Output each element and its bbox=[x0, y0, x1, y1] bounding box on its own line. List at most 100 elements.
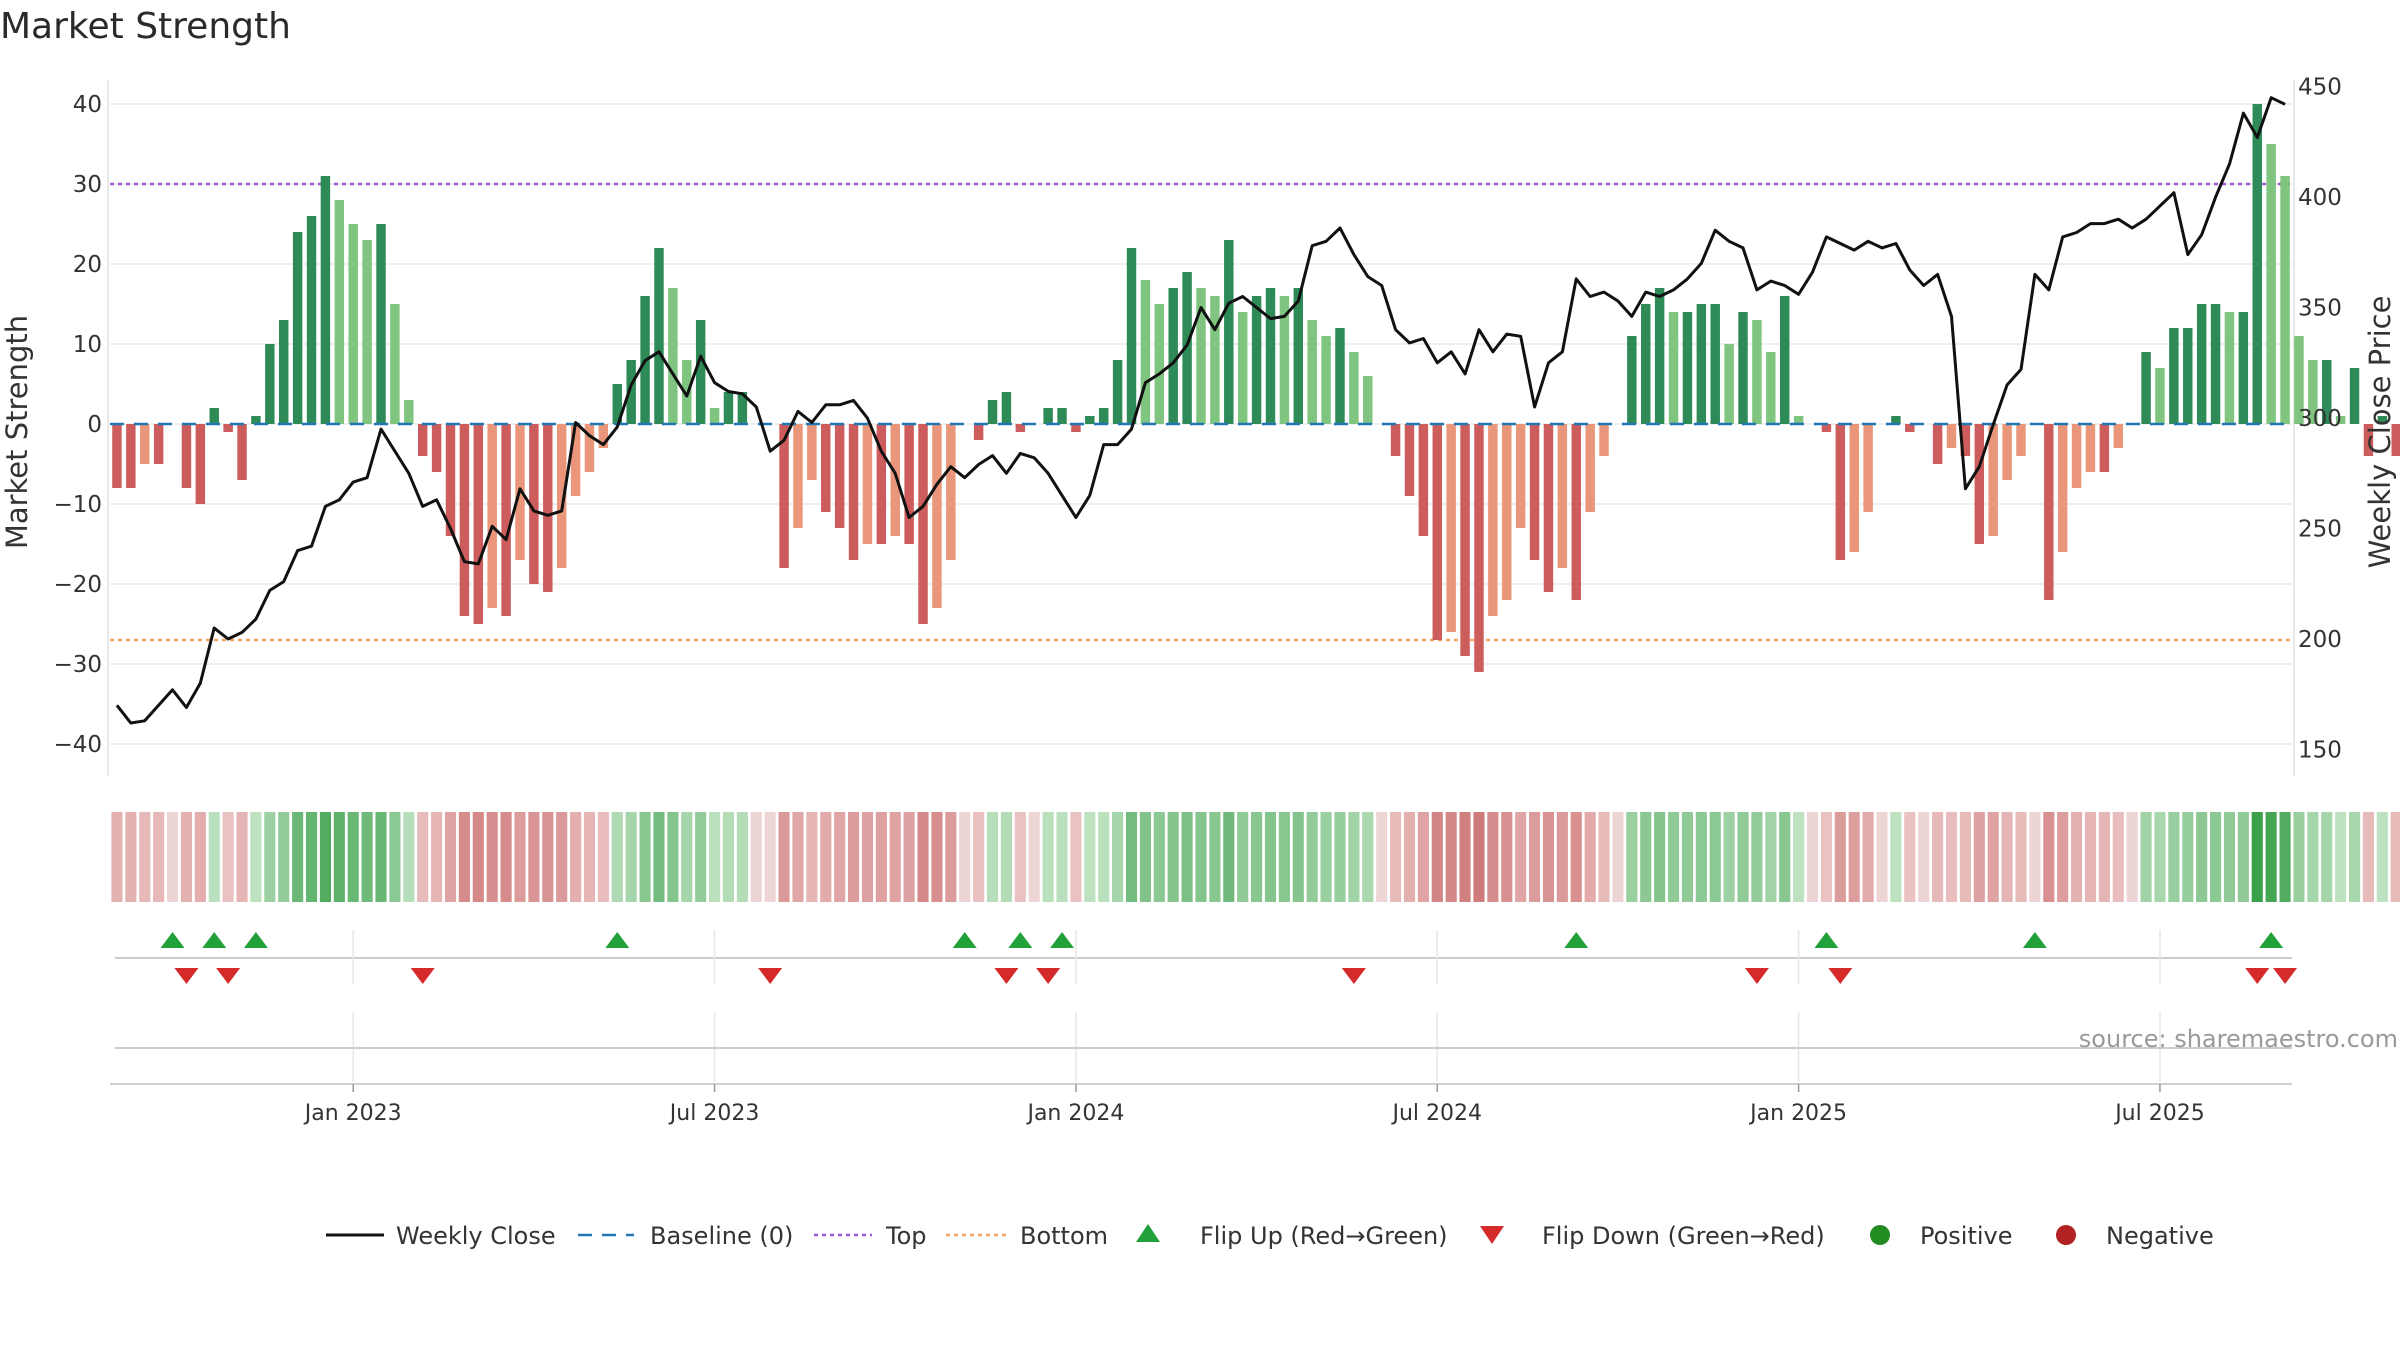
flip-up-marker bbox=[2259, 932, 2284, 948]
strength-bar bbox=[1529, 424, 1540, 560]
strength-bar bbox=[2377, 416, 2388, 424]
strength-heat-strip bbox=[111, 812, 2400, 902]
strength-bar bbox=[987, 400, 998, 424]
strength-bar bbox=[1627, 336, 1637, 424]
strength-bar bbox=[2266, 144, 2276, 424]
heat-cell bbox=[417, 812, 429, 902]
heat-cell bbox=[1751, 812, 1763, 902]
flip-up-marker bbox=[243, 932, 268, 948]
left-tick-label: 0 bbox=[87, 412, 102, 438]
legend-flip-down: Flip Down (Green→Red) bbox=[1542, 1222, 1825, 1250]
legend-negative-icon bbox=[2056, 1225, 2076, 1245]
strength-bar bbox=[1057, 408, 1067, 424]
date-tick-label: Jan 2024 bbox=[1025, 1101, 1124, 1126]
heat-cell bbox=[1640, 812, 1652, 902]
heat-cell bbox=[1251, 812, 1263, 902]
heat-cell bbox=[1570, 812, 1582, 902]
heat-cell bbox=[1139, 812, 1151, 902]
strength-bar bbox=[529, 424, 539, 584]
strength-bar bbox=[487, 424, 497, 608]
strength-bar bbox=[1543, 424, 1554, 592]
strength-bar bbox=[584, 424, 595, 472]
heat-cell bbox=[917, 812, 929, 902]
strength-bar bbox=[431, 424, 442, 472]
left-tick-label: −20 bbox=[53, 572, 102, 598]
heat-cell bbox=[2223, 812, 2236, 902]
strength-bar bbox=[1988, 424, 1998, 536]
heat-cell bbox=[1264, 812, 1277, 902]
heat-cell bbox=[1876, 812, 1888, 902]
flip-down-marker bbox=[410, 968, 435, 984]
strength-bar bbox=[2141, 352, 2151, 424]
strength-bar bbox=[1474, 424, 1484, 672]
heat-cell bbox=[2168, 812, 2180, 902]
strength-bar bbox=[1710, 304, 1720, 424]
heat-cell bbox=[403, 812, 415, 902]
strength-bar bbox=[904, 424, 914, 544]
heat-cell bbox=[1487, 812, 1499, 902]
strength-bar bbox=[1557, 424, 1568, 568]
strength-bar bbox=[2363, 424, 2374, 456]
strength-bar bbox=[223, 424, 233, 432]
heat-cell bbox=[125, 812, 137, 902]
strength-bar bbox=[1251, 296, 1262, 424]
strength-bar bbox=[209, 408, 219, 424]
strength-bar bbox=[1682, 312, 1693, 424]
strength-bar bbox=[1237, 312, 1248, 424]
heat-cell bbox=[1779, 812, 1791, 902]
legend-flip-down-icon bbox=[1480, 1226, 1504, 1244]
strength-bar bbox=[473, 424, 484, 624]
heat-cell bbox=[861, 812, 874, 902]
strength-bar bbox=[2085, 424, 2096, 472]
flip-down-marker bbox=[174, 968, 199, 984]
flip-down-marker bbox=[2245, 968, 2270, 984]
heat-cell bbox=[500, 812, 512, 902]
heat-cell bbox=[1820, 812, 1832, 902]
heat-cell bbox=[1209, 812, 1221, 902]
heat-cell bbox=[2307, 812, 2319, 902]
strength-bar bbox=[2349, 368, 2360, 424]
heat-cell bbox=[695, 812, 707, 902]
flip-up-marker bbox=[1050, 932, 1075, 948]
heat-cell bbox=[1932, 812, 1944, 902]
strength-bar bbox=[1488, 424, 1498, 616]
heat-cell bbox=[1125, 812, 1138, 902]
heat-cell bbox=[2210, 812, 2222, 902]
heat-cell bbox=[514, 812, 526, 902]
date-tick-label: Jul 2024 bbox=[1391, 1101, 1483, 1126]
strength-bar bbox=[2099, 424, 2110, 472]
strength-bar bbox=[570, 424, 581, 496]
strength-bar bbox=[1071, 424, 1081, 432]
heat-cell bbox=[639, 812, 651, 902]
heat-cell bbox=[2237, 812, 2249, 902]
heat-cell bbox=[1945, 812, 1958, 902]
strength-bar bbox=[1585, 424, 1595, 512]
strength-bar bbox=[1224, 240, 1234, 424]
heat-cell bbox=[2251, 812, 2263, 902]
heat-cell bbox=[236, 812, 248, 902]
strength-bar bbox=[334, 200, 345, 424]
heat-cell bbox=[2154, 812, 2166, 902]
left-axis-title: Market Strength bbox=[0, 315, 34, 549]
heat-cell bbox=[834, 812, 846, 902]
heat-cell bbox=[1278, 812, 1290, 902]
heat-cell bbox=[1417, 812, 1429, 902]
heat-cell bbox=[264, 812, 276, 902]
heat-cell bbox=[1181, 812, 1193, 902]
heat-cell bbox=[875, 812, 887, 902]
strength-bar bbox=[973, 424, 984, 440]
strength-bar bbox=[1960, 424, 1971, 456]
heat-cell bbox=[1501, 812, 1513, 902]
strength-bar bbox=[793, 424, 803, 528]
strength-bar bbox=[1835, 424, 1846, 560]
heat-cell bbox=[1070, 812, 1082, 902]
heat-cell bbox=[667, 812, 679, 902]
heat-cell bbox=[889, 812, 901, 902]
heat-cell bbox=[1014, 812, 1026, 902]
heat-cell bbox=[986, 812, 999, 902]
heat-cell bbox=[1654, 812, 1666, 902]
heat-cell bbox=[319, 812, 331, 902]
heat-cell bbox=[139, 812, 151, 902]
heat-cell bbox=[1000, 812, 1012, 902]
